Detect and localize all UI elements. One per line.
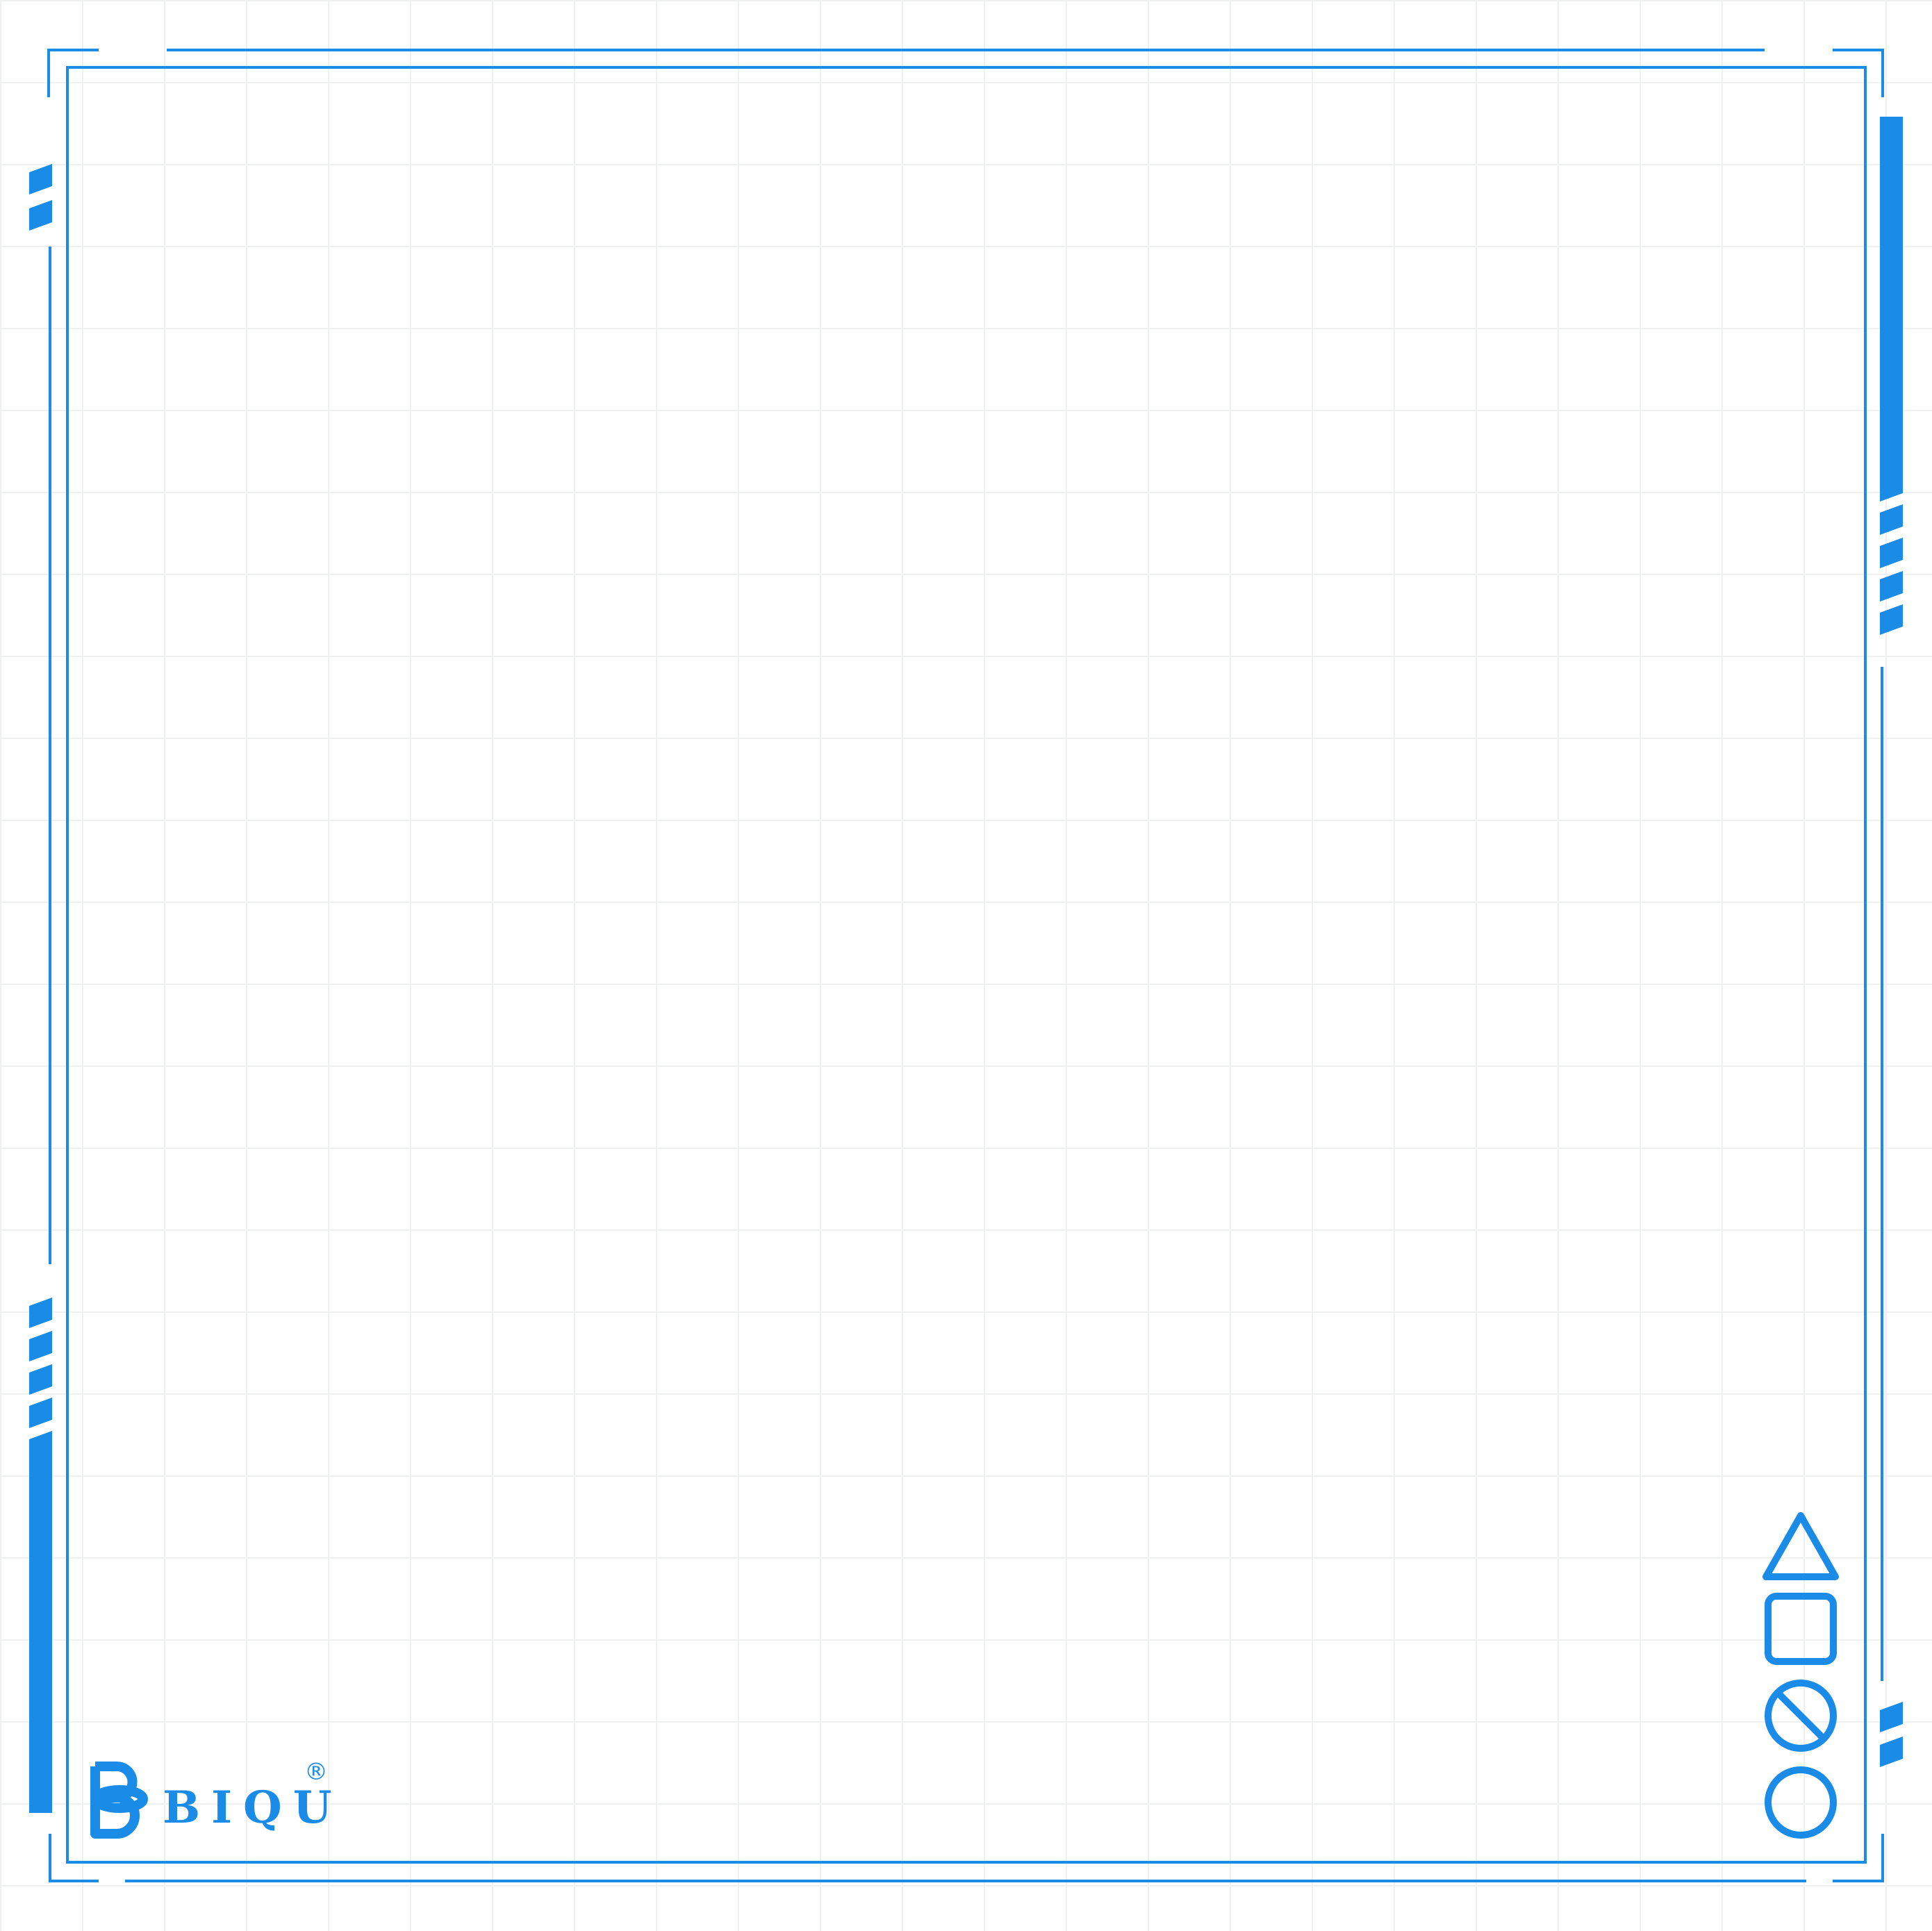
bottom-outer-lines (49, 1834, 1884, 1882)
brand-name: BIQU (163, 1782, 343, 1834)
left-top-ticks (29, 164, 52, 231)
inner-border (66, 66, 1867, 1864)
registered-mark: ® (304, 1758, 328, 1786)
right-top-stripes (1880, 117, 1903, 635)
biqu-b-monogram-icon (90, 1762, 148, 1839)
triangle-icon (1762, 1512, 1839, 1580)
top-outer-lines (47, 49, 1884, 97)
circle-icon (1765, 1766, 1837, 1839)
square-icon (1765, 1593, 1837, 1665)
symbol-stack (1762, 1512, 1839, 1839)
right-bottom-ticks (1880, 1702, 1903, 1767)
biqu-logo: BIQU ® (90, 1758, 343, 1839)
slashed-circle-icon (1765, 1680, 1837, 1752)
left-bottom-stripes (29, 1298, 52, 1813)
